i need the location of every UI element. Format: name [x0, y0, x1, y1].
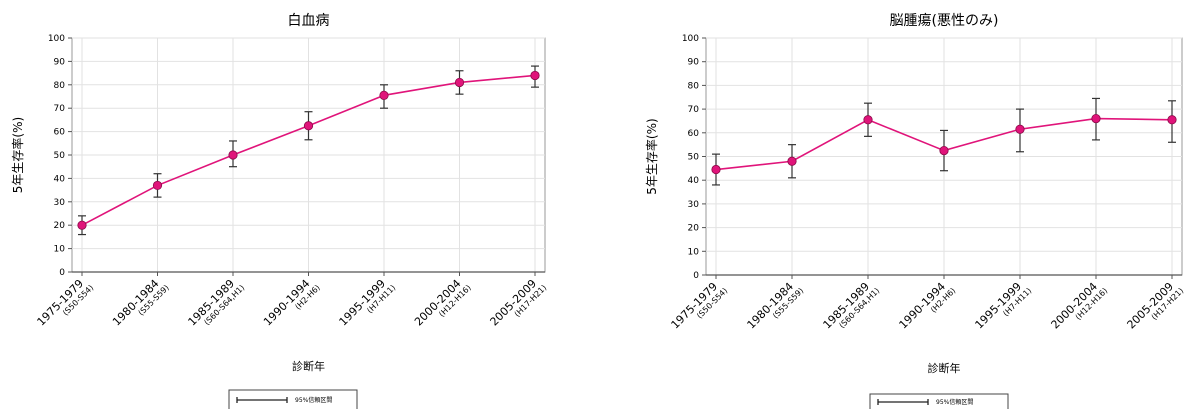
y-tick-label: 100 — [682, 34, 699, 44]
y-tick-label: 0 — [59, 268, 65, 278]
legend-label: 95%信頼区間 — [936, 398, 973, 406]
data-point — [787, 156, 797, 166]
y-tick-label: 70 — [54, 104, 66, 114]
y-tick-label: 10 — [54, 245, 66, 255]
x-axis-label: 診断年 — [292, 359, 325, 373]
y-tick-label: 80 — [688, 81, 700, 91]
y-tick-label: 30 — [54, 198, 66, 208]
data-point — [152, 180, 163, 191]
legend: 95%信頼区間 — [869, 393, 1009, 409]
y-tick-label: 0 — [693, 271, 699, 281]
legend: 95%信頼区間 — [228, 389, 358, 409]
y-tick-label: 40 — [688, 176, 700, 186]
y-tick-label: 50 — [54, 151, 66, 161]
y-tick-label: 100 — [48, 34, 65, 44]
y-tick-label: 70 — [688, 105, 700, 115]
data-point — [454, 77, 465, 88]
y-tick-label: 30 — [688, 200, 700, 210]
data-point — [711, 164, 721, 175]
data-point — [228, 150, 238, 160]
data-point — [303, 121, 314, 131]
data-point — [1167, 115, 1177, 125]
chart-title: 白血病 — [288, 13, 330, 29]
x-axis-label: 診断年 — [928, 361, 961, 375]
y-tick-label: 50 — [688, 153, 700, 163]
data-point — [1091, 113, 1101, 124]
y-tick-label: 40 — [54, 174, 66, 184]
y-tick-label: 60 — [54, 128, 66, 138]
y-axis-label: 5年生存率(%) — [644, 118, 659, 194]
y-axis-label: 5年生存率(%) — [10, 117, 25, 193]
y-tick-label: 20 — [688, 224, 700, 234]
chart-title: 脳腫瘍(悪性のみ) — [890, 12, 999, 29]
data-point — [863, 115, 873, 125]
y-tick-label: 10 — [688, 247, 700, 257]
y-tick-label: 90 — [54, 57, 66, 67]
y-tick-label: 20 — [54, 221, 66, 231]
data-point — [939, 145, 949, 156]
legend-box — [869, 393, 1009, 409]
y-tick-label: 60 — [688, 129, 700, 139]
data-point — [530, 70, 540, 81]
legend-label: 95%信頼区間 — [295, 396, 332, 404]
data-point — [379, 90, 389, 100]
data-point — [77, 220, 87, 230]
chart-leukemia: 01020304050607080901001975-1979(S50-S54)… — [10, 13, 548, 409]
legend-box — [228, 389, 358, 409]
y-tick-label: 90 — [688, 58, 700, 68]
y-tick-label: 80 — [54, 81, 66, 91]
data-point — [1015, 124, 1025, 134]
chart-brain-tumor: 01020304050607080901001975-1979(S50-S54)… — [644, 12, 1185, 409]
